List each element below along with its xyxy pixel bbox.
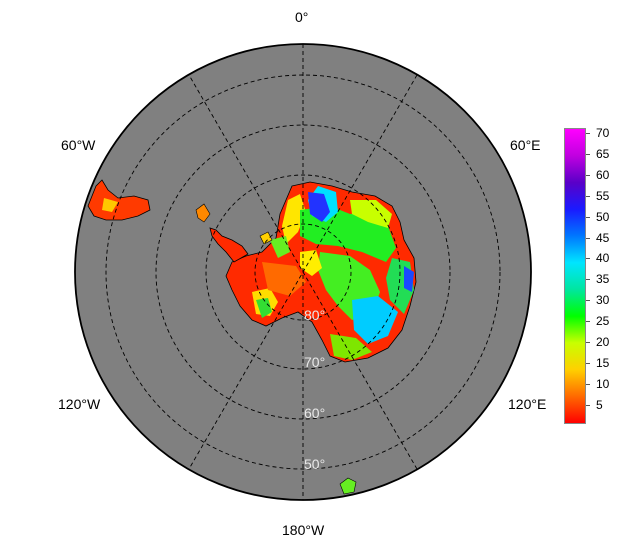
lon-label-60e: 60°E [510,137,541,153]
subantarctic-island [339,477,357,495]
lon-label-0: 0° [295,9,309,25]
field-green-marie [256,298,272,318]
lon-label-180: 180°W [282,522,325,538]
colorbar-tick-mark [586,362,590,364]
data-field [252,186,414,360]
colorbar-tick-mark [586,404,590,406]
colorbar-tick-mark [586,300,590,302]
colorbar-tick-mark [586,153,590,155]
colorbar-tick-label: 25 [596,314,610,329]
colorbar-tick-label: 5 [596,397,603,412]
field-orange-ross [262,262,306,296]
colorbar-tick-mark [586,237,590,239]
colorbar-tick-label: 30 [596,293,610,308]
map-outline [74,43,532,501]
lon-label-120w: 120°W [58,396,101,412]
field-green-coast [270,236,290,258]
colorbar-tick-mark [586,133,590,134]
lon-label-60w: 60°W [61,137,96,153]
peninsula-tip [195,203,211,223]
parallel-80 [254,223,352,321]
colorbar-tick-label: 40 [596,251,610,266]
lat-label-50: 50° [304,456,326,472]
colorbar-tick-mark [586,383,590,385]
field-yellow-east [350,200,392,228]
meridian-120e-60w [188,74,418,470]
colorbar-tick-label: 20 [596,335,610,349]
south-america-yellow [102,198,118,212]
colorbar-tick-mark [586,342,590,343]
colorbar [564,128,586,424]
lon-label-120e: 120°E [508,396,547,412]
colorbar-tick-mark [586,321,590,323]
colorbar-tick-mark [586,174,590,176]
colorbar-tick-label: 15 [596,355,610,370]
land-layer [87,179,417,495]
colorbar-tick-label: 35 [596,272,610,287]
colorbar-tick-label: 45 [596,230,610,245]
colorbar-tick-mark [586,195,590,197]
parallel-60 [155,124,451,420]
field-green-south [330,334,372,360]
graticule [105,44,501,500]
colorbar-tick-mark [586,258,590,260]
colorbar-tick-label: 70 [596,126,610,140]
parallel-70 [205,174,401,370]
colorbar-tick-label: 50 [596,209,610,224]
lat-label-80: 80° [304,307,326,323]
field-blue-core [308,192,330,222]
field-yellow-wilkes [300,250,322,276]
field-yellow-west [282,194,306,244]
peninsula-islands [259,231,273,245]
field-cyan-east [352,296,398,344]
field-blue-east [404,266,414,292]
antarctic-peninsula [209,227,249,263]
colorbar-tick-mark [586,216,590,218]
colorbar-tick-label: 10 [596,376,610,391]
lat-label-70: 70° [304,354,326,370]
colorbar-tick-label: 60 [596,167,610,182]
colorbar-tick-mark [586,279,590,281]
lat-label-60: 60° [304,405,326,421]
colorbar-tick-label: 65 [596,146,610,161]
colorbar-tick-label: 55 [596,188,610,203]
